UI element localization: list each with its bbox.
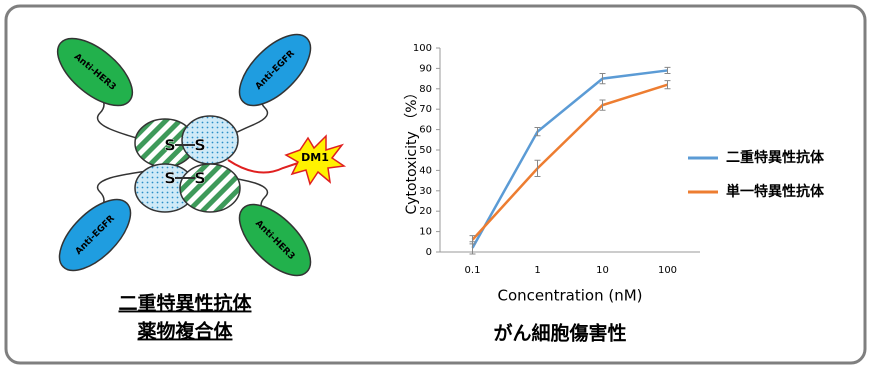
- bond-label: S: [164, 136, 176, 155]
- y-tick-label: 30: [419, 186, 432, 197]
- y-tick-label: 70: [419, 104, 432, 115]
- chart-caption: がん細胞傷害性: [493, 322, 626, 345]
- y-tick-label: 40: [419, 165, 432, 176]
- x-tick-label: 1: [534, 265, 540, 276]
- bond-label: S: [164, 169, 176, 188]
- figure: Anti-HER3 Anti-EGFR Anti-EGFR Anti-HER3 …: [0, 0, 871, 369]
- x-axis-label: Concentration (nM): [497, 287, 642, 305]
- y-tick-label: 0: [426, 247, 432, 258]
- y-tick-label: 80: [419, 84, 432, 95]
- diagram-caption: 薬物複合体: [136, 320, 233, 343]
- legend-label: 二重特異性抗体: [726, 149, 825, 166]
- bond-label: S: [194, 169, 206, 188]
- x-tick-label: 10: [596, 265, 609, 276]
- y-tick-label: 10: [419, 227, 432, 238]
- y-axis-label: Cytotoxicity （%）: [404, 85, 420, 214]
- y-tick-label: 90: [419, 63, 432, 74]
- x-tick-label: 0.1: [465, 265, 481, 276]
- y-tick-label: 50: [419, 145, 432, 156]
- bond-label: S: [194, 136, 206, 155]
- y-tick-label: 60: [419, 125, 432, 136]
- drug-label: DM1: [301, 151, 329, 164]
- legend-label: 単一特異性抗体: [726, 183, 825, 200]
- y-tick-label: 100: [413, 43, 432, 54]
- x-tick-label: 100: [658, 265, 677, 276]
- y-tick-label: 20: [419, 206, 432, 217]
- diagram-caption: 二重特異性抗体: [118, 292, 252, 315]
